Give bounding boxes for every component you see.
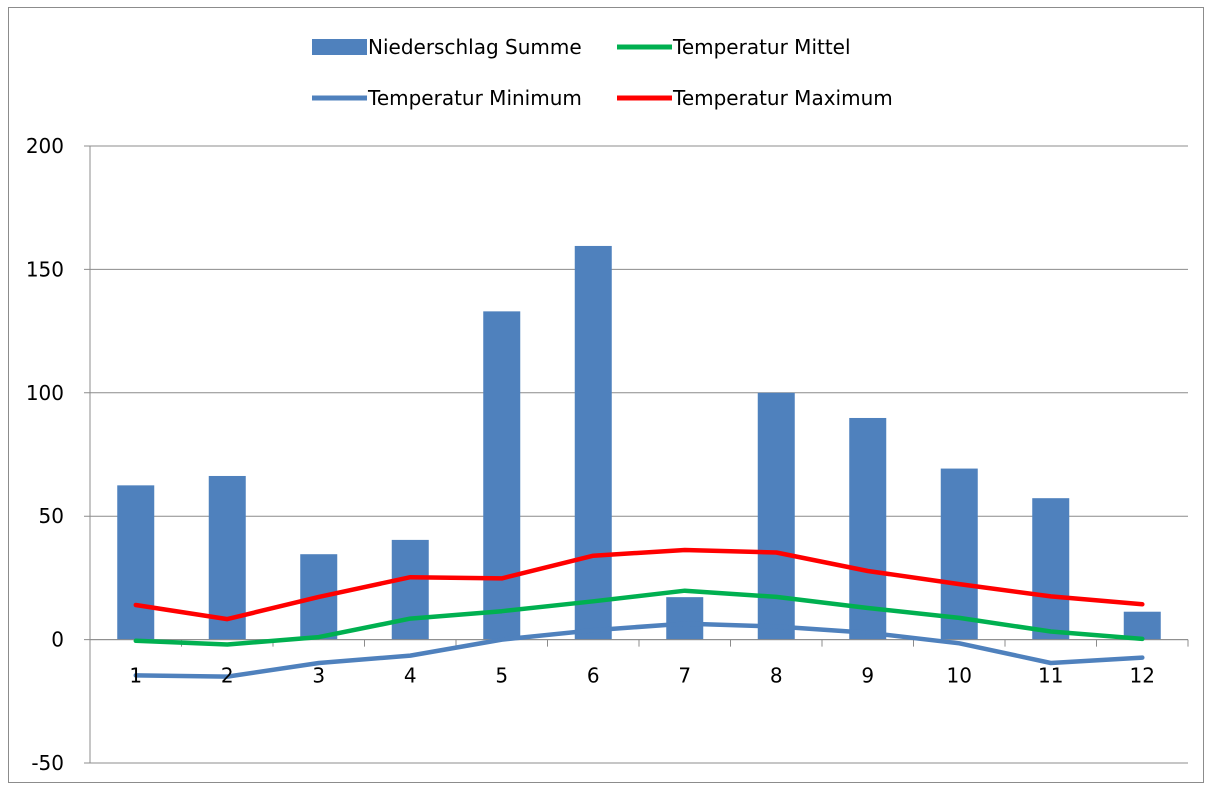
bar-niederschlag-8: [757, 392, 795, 640]
y-tick-label: 150: [26, 257, 64, 281]
y-tick-label: -50: [31, 751, 64, 775]
legend-label-3: Temperatur Maximum: [672, 86, 893, 110]
bar-layer: [117, 245, 1161, 640]
x-tick-label: 8: [770, 664, 783, 688]
grid-layer: [84, 145, 1188, 764]
x-tick-label: 4: [404, 664, 417, 688]
bar-niederschlag-7: [666, 597, 704, 640]
x-tick-label: 5: [495, 664, 508, 688]
x-tick-label: 12: [1130, 664, 1155, 688]
bar-niederschlag-10: [940, 468, 978, 640]
x-tick-label: 11: [1038, 664, 1063, 688]
x-tick-label: 9: [861, 664, 874, 688]
line-series-1: [133, 588, 1145, 647]
y-tick-label: 50: [39, 504, 64, 528]
bar-niederschlag-5: [483, 311, 521, 640]
y-tick-label: 0: [51, 628, 64, 652]
bar-niederschlag-12: [1123, 611, 1161, 640]
x-tick-label: 10: [947, 664, 972, 688]
x-tick-label: 2: [221, 664, 234, 688]
x-tick-label: 7: [678, 664, 691, 688]
bar-niederschlag-4: [391, 539, 429, 640]
bar-niederschlag-1: [117, 485, 155, 640]
x-tick-label: 6: [587, 664, 600, 688]
line-series-2: [133, 621, 1145, 679]
x-tick-label: 1: [129, 664, 142, 688]
line-series-3: [133, 547, 1145, 622]
y-tick-label: 200: [26, 134, 64, 158]
x-tick-label: 3: [312, 664, 325, 688]
legend-label-0: Niederschlag Summe: [368, 35, 582, 59]
bar-niederschlag-11: [1032, 498, 1070, 640]
legend: Niederschlag Summe Temperatur Mittel Tempe…: [312, 35, 893, 110]
legend-label-1: Temperatur Mittel: [672, 35, 851, 59]
y-tick-label: 100: [26, 381, 64, 405]
bar-niederschlag-2: [208, 475, 246, 640]
legend-label-2: Temperatur Minimum: [367, 86, 582, 110]
line-layer: [133, 547, 1145, 679]
bar-niederschlag-6: [574, 245, 612, 640]
legend-swatch-0: [312, 39, 367, 55]
bar-niederschlag-9: [849, 417, 887, 640]
